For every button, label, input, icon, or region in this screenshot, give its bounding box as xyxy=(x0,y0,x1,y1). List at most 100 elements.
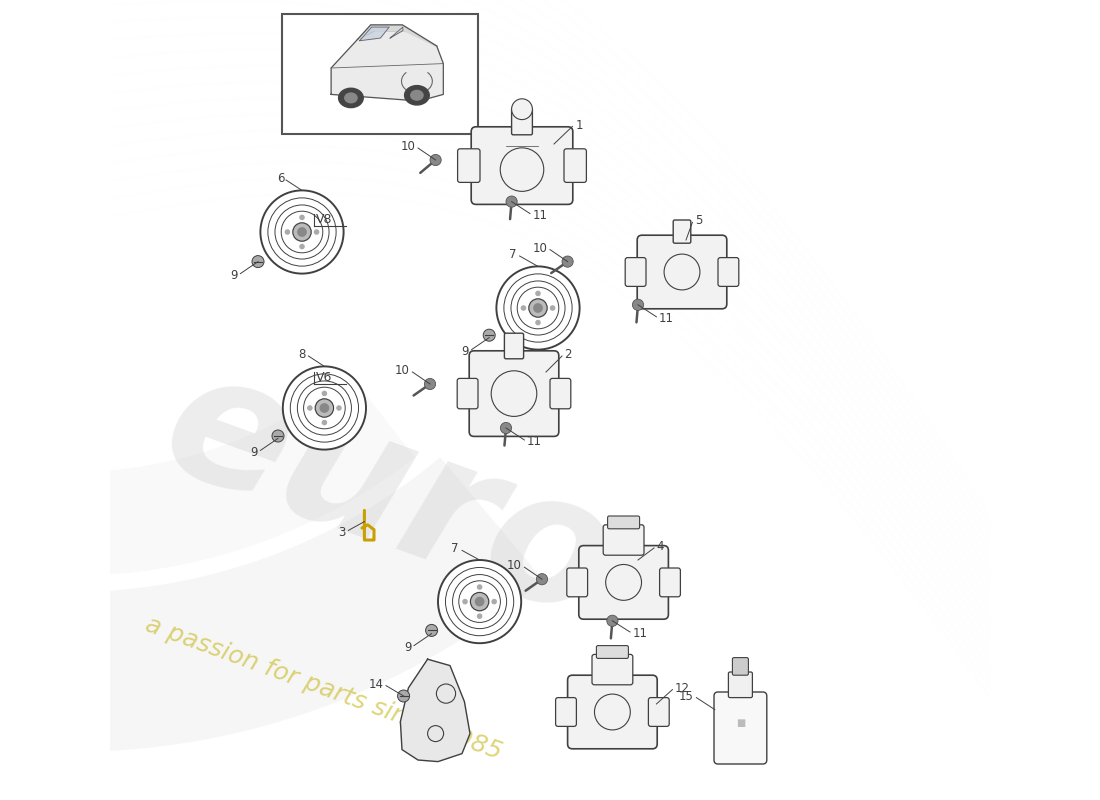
FancyBboxPatch shape xyxy=(637,235,727,309)
FancyBboxPatch shape xyxy=(648,698,669,726)
Circle shape xyxy=(536,321,540,325)
Circle shape xyxy=(283,366,366,450)
Text: 12: 12 xyxy=(674,682,690,694)
Ellipse shape xyxy=(410,90,424,100)
Circle shape xyxy=(500,422,512,434)
Text: 6: 6 xyxy=(277,172,285,185)
FancyBboxPatch shape xyxy=(556,698,576,726)
Text: 3: 3 xyxy=(339,526,346,538)
FancyBboxPatch shape xyxy=(458,378,478,409)
Text: 4: 4 xyxy=(657,540,664,553)
PathPatch shape xyxy=(0,0,543,752)
Text: 9: 9 xyxy=(251,446,258,458)
FancyBboxPatch shape xyxy=(660,568,681,597)
FancyBboxPatch shape xyxy=(718,258,739,286)
Circle shape xyxy=(337,406,341,410)
Text: 2: 2 xyxy=(564,348,572,361)
FancyBboxPatch shape xyxy=(471,126,573,204)
Text: 15: 15 xyxy=(679,690,694,702)
Text: euro: euro xyxy=(142,334,638,658)
Text: ■: ■ xyxy=(736,718,745,728)
FancyBboxPatch shape xyxy=(550,378,571,409)
Circle shape xyxy=(492,599,496,604)
Circle shape xyxy=(316,399,333,417)
Text: 14: 14 xyxy=(368,678,384,690)
Text: 10: 10 xyxy=(532,242,548,254)
FancyBboxPatch shape xyxy=(596,646,628,658)
Circle shape xyxy=(300,245,304,249)
Ellipse shape xyxy=(339,88,363,108)
Circle shape xyxy=(322,391,327,395)
FancyBboxPatch shape xyxy=(714,692,767,764)
Circle shape xyxy=(438,560,521,643)
Circle shape xyxy=(320,404,329,412)
Text: 9: 9 xyxy=(404,641,411,654)
FancyBboxPatch shape xyxy=(603,525,644,555)
FancyBboxPatch shape xyxy=(566,568,587,597)
Circle shape xyxy=(477,585,482,589)
Circle shape xyxy=(512,98,532,119)
Text: V8: V8 xyxy=(317,213,333,226)
Polygon shape xyxy=(400,659,470,762)
Circle shape xyxy=(293,223,311,241)
Circle shape xyxy=(298,228,306,236)
Circle shape xyxy=(272,430,284,442)
Text: 5: 5 xyxy=(695,214,703,227)
Circle shape xyxy=(397,690,409,702)
Text: 7: 7 xyxy=(509,248,516,261)
Circle shape xyxy=(315,230,319,234)
Ellipse shape xyxy=(405,86,429,105)
Text: 10: 10 xyxy=(395,364,410,377)
Circle shape xyxy=(430,154,441,166)
Circle shape xyxy=(252,255,264,267)
FancyBboxPatch shape xyxy=(733,658,748,675)
FancyBboxPatch shape xyxy=(625,258,646,286)
Circle shape xyxy=(471,593,488,610)
FancyBboxPatch shape xyxy=(673,220,691,243)
FancyBboxPatch shape xyxy=(728,672,752,698)
Circle shape xyxy=(534,304,542,312)
FancyBboxPatch shape xyxy=(505,333,524,358)
Circle shape xyxy=(475,598,484,606)
FancyBboxPatch shape xyxy=(607,516,639,529)
Circle shape xyxy=(483,330,495,341)
Text: a passion for parts since 1985: a passion for parts since 1985 xyxy=(142,612,505,764)
Circle shape xyxy=(426,624,438,637)
PathPatch shape xyxy=(0,0,415,576)
Circle shape xyxy=(496,266,580,350)
Circle shape xyxy=(607,615,618,626)
Polygon shape xyxy=(360,27,389,41)
Circle shape xyxy=(261,190,343,274)
Text: 11: 11 xyxy=(527,435,542,448)
Ellipse shape xyxy=(344,93,358,102)
FancyBboxPatch shape xyxy=(458,149,480,182)
Circle shape xyxy=(322,421,327,425)
FancyBboxPatch shape xyxy=(512,107,532,134)
Circle shape xyxy=(537,574,548,585)
Text: 11: 11 xyxy=(532,209,548,222)
Circle shape xyxy=(425,378,436,390)
Text: 7: 7 xyxy=(451,542,459,555)
Circle shape xyxy=(308,406,312,410)
Polygon shape xyxy=(390,27,403,38)
FancyBboxPatch shape xyxy=(592,654,632,685)
Circle shape xyxy=(529,299,547,317)
Circle shape xyxy=(285,230,289,234)
Text: 11: 11 xyxy=(659,312,674,325)
Circle shape xyxy=(632,299,644,310)
Text: 10: 10 xyxy=(507,559,522,572)
Circle shape xyxy=(550,306,554,310)
Text: 10: 10 xyxy=(400,140,416,153)
Circle shape xyxy=(562,256,573,267)
Text: 1: 1 xyxy=(575,119,583,132)
FancyBboxPatch shape xyxy=(470,350,559,437)
Circle shape xyxy=(536,291,540,295)
FancyBboxPatch shape xyxy=(568,675,657,749)
Text: 9: 9 xyxy=(231,269,238,282)
Text: 11: 11 xyxy=(632,627,648,640)
Circle shape xyxy=(477,614,482,618)
FancyBboxPatch shape xyxy=(579,546,669,619)
Text: 8: 8 xyxy=(298,348,306,361)
Circle shape xyxy=(521,306,526,310)
Circle shape xyxy=(506,196,517,207)
